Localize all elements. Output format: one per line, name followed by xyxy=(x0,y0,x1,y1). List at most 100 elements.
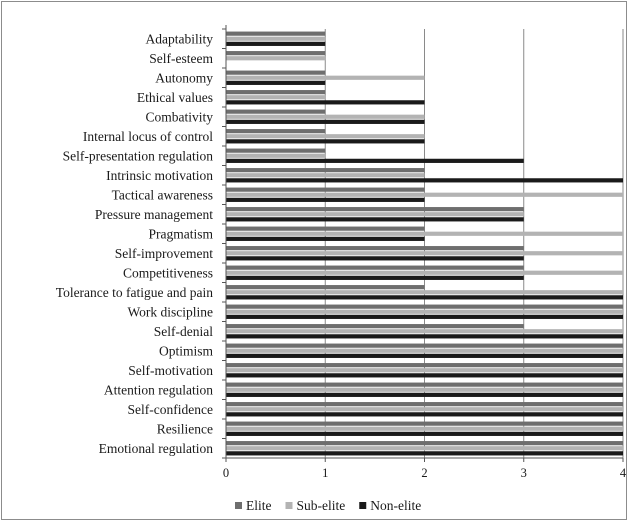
category-label: Self-denial xyxy=(154,324,213,339)
bar-sub-elite-6 xyxy=(226,134,425,139)
category-label: Internal locus of control xyxy=(83,129,213,144)
bar-sub-elite-2 xyxy=(226,56,326,61)
bar-sub-elite-22 xyxy=(226,446,623,451)
legend-label-non-elite: Non-elite xyxy=(370,498,421,513)
bar-non-elite-13 xyxy=(226,275,524,280)
bar-non-elite-20 xyxy=(226,412,623,417)
category-label: Pragmatism xyxy=(149,226,214,241)
bar-non-elite-8 xyxy=(226,178,623,183)
bar-elite-3 xyxy=(226,70,326,75)
legend-label-sub-elite: Sub-elite xyxy=(297,498,346,513)
bar-elite-1 xyxy=(226,31,326,36)
category-label: Emotional regulation xyxy=(99,441,214,456)
bar-elite-10 xyxy=(226,207,524,212)
bar-sub-elite-3 xyxy=(226,75,425,80)
bar-elite-12 xyxy=(226,246,524,251)
bar-sub-elite-17 xyxy=(226,348,623,353)
bar-elite-4 xyxy=(226,90,326,95)
category-label: Competitiveness xyxy=(123,265,213,280)
category-label: Self-esteem xyxy=(149,51,213,66)
bar-sub-elite-11 xyxy=(226,231,623,236)
category-label: Attention regulation xyxy=(104,382,213,397)
category-label: Self-improvement xyxy=(115,246,213,261)
bar-non-elite-11 xyxy=(226,236,425,241)
bar-non-elite-6 xyxy=(226,139,425,144)
bar-sub-elite-8 xyxy=(226,173,425,178)
bar-non-elite-22 xyxy=(226,451,623,456)
bar-elite-22 xyxy=(226,441,623,446)
x-tick-label: 1 xyxy=(322,466,328,480)
legend-label-elite: Elite xyxy=(246,498,272,513)
bar-sub-elite-7 xyxy=(226,153,326,158)
bar-elite-17 xyxy=(226,343,623,348)
category-label: Pressure management xyxy=(95,207,213,222)
bar-elite-20 xyxy=(226,402,623,407)
bar-elite-9 xyxy=(226,187,425,192)
bar-sub-elite-10 xyxy=(226,212,524,217)
bar-elite-18 xyxy=(226,363,623,368)
bar-elite-2 xyxy=(226,51,326,56)
bar-elite-8 xyxy=(226,168,425,173)
x-tick-label: 2 xyxy=(421,466,427,480)
category-label: Self-confidence xyxy=(128,402,213,417)
bar-non-elite-4 xyxy=(226,100,425,105)
category-label: Work discipline xyxy=(127,304,213,319)
x-tick-label: 3 xyxy=(521,466,527,480)
x-tick-label: 4 xyxy=(620,466,627,480)
bar-non-elite-5 xyxy=(226,119,425,124)
category-label: Optimism xyxy=(159,343,214,358)
category-label: Adaptability xyxy=(146,31,214,46)
bar-elite-5 xyxy=(226,109,326,114)
bar-non-elite-14 xyxy=(226,295,623,300)
category-label: Tactical awareness xyxy=(112,187,213,202)
bar-elite-7 xyxy=(226,148,326,153)
bar-non-elite-19 xyxy=(226,392,623,397)
category-label: Combativity xyxy=(146,109,214,124)
bar-elite-16 xyxy=(226,324,524,329)
legend-swatch-elite xyxy=(235,502,242,509)
bar-elite-13 xyxy=(226,265,524,270)
legend-swatch-non-elite xyxy=(359,502,367,509)
bar-non-elite-21 xyxy=(226,431,623,436)
category-label: Self-presentation regulation xyxy=(63,148,214,163)
bar-non-elite-7 xyxy=(226,158,524,163)
bar-sub-elite-13 xyxy=(226,270,623,275)
category-label: Ethical values xyxy=(137,90,213,105)
bar-sub-elite-5 xyxy=(226,114,425,119)
category-label: Tolerance to fatigue and pain xyxy=(56,285,213,300)
bar-sub-elite-12 xyxy=(226,251,623,256)
bar-sub-elite-18 xyxy=(226,368,623,373)
x-tick-label: 0 xyxy=(223,466,229,480)
bar-non-elite-17 xyxy=(226,353,623,358)
bar-sub-elite-1 xyxy=(226,36,326,41)
bar-sub-elite-9 xyxy=(226,192,623,197)
bar-sub-elite-16 xyxy=(226,329,623,334)
bar-non-elite-16 xyxy=(226,334,623,339)
bar-non-elite-9 xyxy=(226,197,425,202)
bar-elite-14 xyxy=(226,285,425,290)
category-label: Self-motivation xyxy=(128,363,213,378)
bar-sub-elite-20 xyxy=(226,407,623,412)
bar-non-elite-15 xyxy=(226,314,623,319)
bar-sub-elite-4 xyxy=(226,95,326,100)
bar-elite-11 xyxy=(226,226,425,231)
bar-non-elite-10 xyxy=(226,217,524,222)
legend-swatch-sub-elite xyxy=(285,502,293,509)
bar-elite-19 xyxy=(226,382,623,387)
bar-sub-elite-19 xyxy=(226,387,623,392)
bar-sub-elite-21 xyxy=(226,426,623,431)
bar-sub-elite-15 xyxy=(226,309,623,314)
bar-sub-elite-14 xyxy=(226,290,623,295)
bar-non-elite-3 xyxy=(226,80,326,85)
bar-non-elite-12 xyxy=(226,256,524,261)
bar-elite-15 xyxy=(226,304,623,309)
bar-elite-6 xyxy=(226,129,326,134)
bar-non-elite-18 xyxy=(226,373,623,378)
bar-elite-21 xyxy=(226,421,623,426)
bar-non-elite-1 xyxy=(226,41,326,46)
category-label: Resilience xyxy=(157,421,213,436)
category-label: Intrinsic motivation xyxy=(106,168,213,183)
category-label: Autonomy xyxy=(155,70,213,85)
